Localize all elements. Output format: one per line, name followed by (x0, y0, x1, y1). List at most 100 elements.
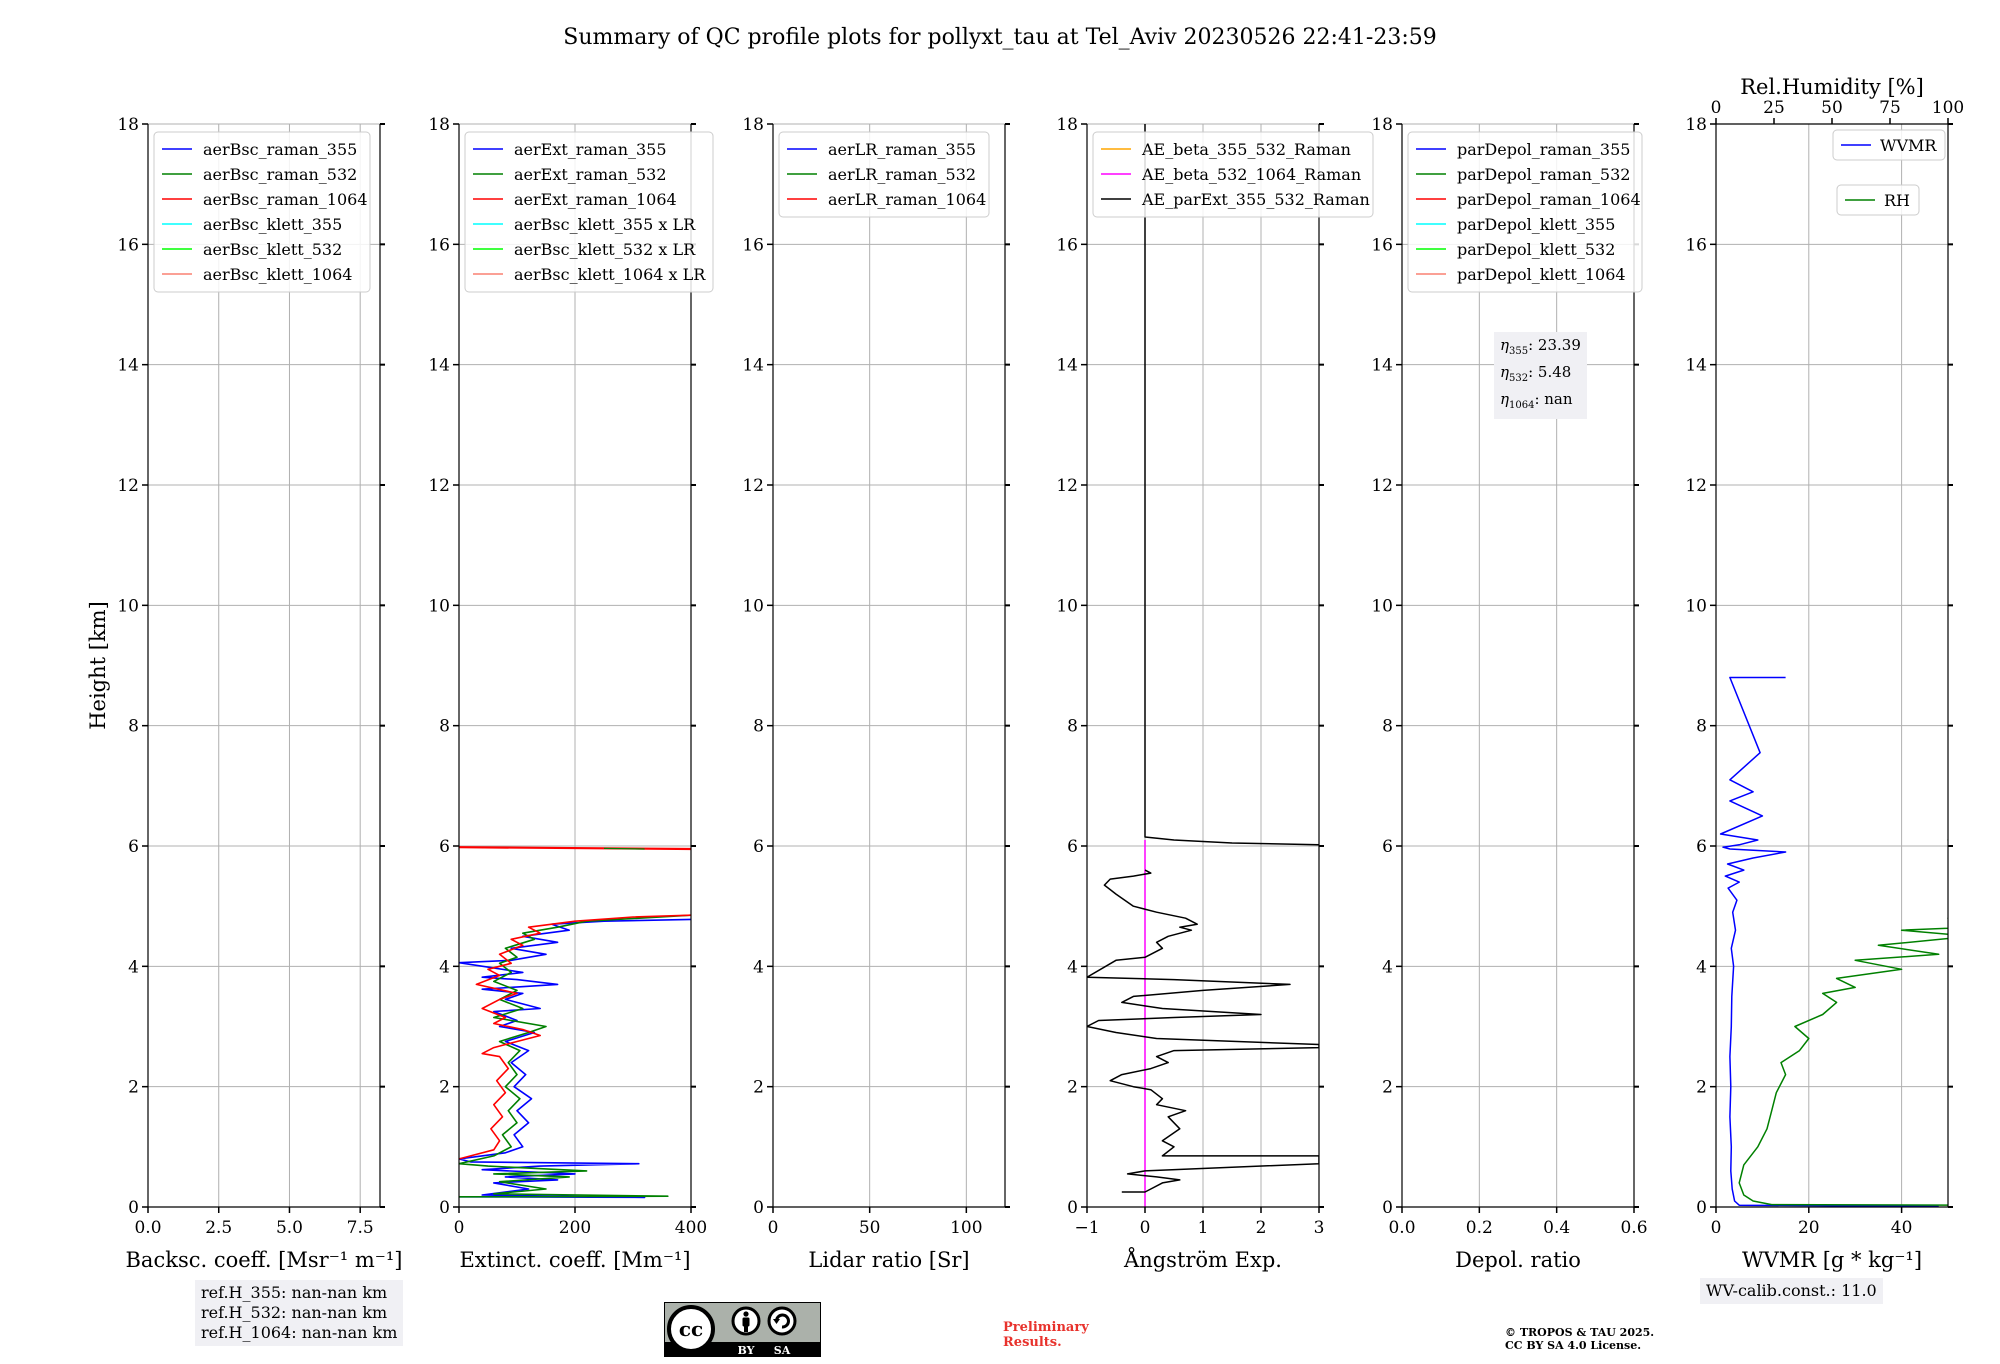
panel-extinction: 0 2 4 6 8 10 12 14 16 18 0 200 400 Extinct. coeff. [M… (428, 115, 714, 1272)
legend-label: parDepol_klett_355 (1457, 215, 1615, 234)
x-tick-label: 5.0 (276, 1218, 303, 1238)
y-tick-label: 8 (1696, 717, 1707, 737)
series-line-aerExt-raman-532 (459, 914, 691, 1198)
y-tick-label: 0 (1382, 1198, 1393, 1218)
legend-label: aerLR_raman_532 (828, 165, 976, 184)
series-line-RH (1738, 839, 1948, 1206)
cc-label: cc (679, 1317, 703, 1341)
copyright-note: © TROPOS & TAU 2025. CC BY SA 4.0 Licens… (1505, 1326, 1654, 1352)
y-tick-label: 16 (428, 235, 450, 255)
by-label: BY (738, 1344, 755, 1357)
x-tick-label: 2.5 (205, 1218, 232, 1238)
x-axis-label: Ångström Exp. (1123, 1247, 1282, 1272)
y-tick-label: 10 (428, 596, 450, 616)
y-tick-label: 4 (1696, 957, 1707, 977)
eta-355-value: : 23.39 (1528, 336, 1581, 354)
x-axis-label: Depol. ratio (1455, 1248, 1581, 1272)
x-tick-label: 1 (1198, 1218, 1209, 1238)
y-tick-label: 14 (428, 356, 450, 376)
legend-box (1407, 131, 1643, 293)
eta-1064: η1064: nan (1500, 390, 1573, 411)
legend-box (464, 131, 714, 293)
panel-depol: 0 2 4 6 8 10 12 14 16 18 0.0 0.2 0.4 0.6 Depol. ratio p… (1371, 115, 1647, 1272)
x-tick-label: 0.4 (1543, 1218, 1570, 1238)
top-axis-label: Rel.Humidity [%] (1740, 75, 1924, 99)
legend-label: parDepol_raman_532 (1457, 165, 1630, 184)
y-tick-label: 8 (439, 717, 450, 737)
x-tick-label: 2 (1256, 1218, 1267, 1238)
y-tick-label: 10 (117, 596, 139, 616)
x-tick-label: 0 (768, 1218, 779, 1238)
x-tick-label: 20 (1798, 1218, 1820, 1238)
cc-circle-icon (667, 1305, 715, 1353)
x-tick-label: 0 (454, 1218, 465, 1238)
y-tick-label: 16 (1371, 235, 1393, 255)
legend-label: aerBsc_klett_355 (203, 215, 342, 234)
copyright-line-2: CC BY SA 4.0 License. (1505, 1339, 1642, 1352)
x-tick-label: 3 (1314, 1218, 1325, 1238)
top-x-tick-label: 0 (1711, 98, 1722, 118)
cc-by-sa-logo: cc BY SA (664, 1302, 821, 1357)
legend-label: aerExt_raman_355 (514, 140, 667, 159)
panel-backscatter: 0 2 4 6 8 10 12 14 16 18 0.0 2.5 5.0 7.5 Backsc. coeff… (86, 115, 402, 1272)
series-line-aerExt-raman-1064-top (459, 846, 691, 851)
y-tick-label: 10 (1056, 596, 1078, 616)
y-tick-label: 18 (428, 115, 450, 135)
y-tick-label: 0 (439, 1198, 450, 1218)
panel-lidar_ratio: 0 2 4 6 8 10 12 14 16 18 0 50 100 Lidar ratio [Sr] aer… (742, 115, 1010, 1272)
series-line-aerExt-raman-355 (459, 918, 691, 1199)
preliminary-line-1: Preliminary (1003, 1320, 1089, 1335)
eta-355: η355: 23.39 (1500, 336, 1581, 357)
y-tick-label: 6 (1382, 837, 1393, 857)
top-x-tick-label: 75 (1879, 98, 1901, 118)
y-tick-label: 0 (1067, 1198, 1078, 1218)
eta-1064-value: : nan (1534, 390, 1573, 408)
y-tick-label: 8 (1067, 717, 1078, 737)
ref-h-355: ref.H_355: nan-nan km (201, 1283, 388, 1302)
y-tick-label: 6 (439, 837, 450, 857)
legend-label: aerLR_raman_355 (828, 140, 976, 159)
y-tick-label: 10 (1371, 596, 1393, 616)
x-tick-label: 0 (1140, 1218, 1151, 1238)
eta-532-sub: 532 (1509, 373, 1529, 384)
x-tick-label: 0.2 (1466, 1218, 1493, 1238)
y-tick-label: 18 (1371, 115, 1393, 135)
y-tick-label: 8 (128, 717, 139, 737)
series-group (1087, 124, 1319, 1207)
x-tick-label: 50 (859, 1218, 881, 1238)
y-tick-label: 16 (742, 235, 764, 255)
series-line-WVMR (1719, 676, 1939, 1207)
legend-label: aerExt_raman_1064 (514, 190, 677, 209)
y-tick-label: 16 (1685, 235, 1707, 255)
y-tick-label: 0 (753, 1198, 764, 1218)
y-tick-label: 12 (1056, 476, 1078, 496)
series-line-AE-parExt-355-532-Raman-upper (1144, 124, 1319, 846)
legend-label: AE_beta_355_532_Raman (1141, 140, 1351, 159)
y-tick-label: 18 (742, 115, 764, 135)
x-tick-label: 7.5 (347, 1218, 374, 1238)
eta-532-value: : 5.48 (1528, 363, 1572, 381)
ref-h-532: ref.H_532: nan-nan km (201, 1303, 388, 1322)
legend-box (1092, 131, 1374, 218)
y-tick-label: 6 (1696, 837, 1707, 857)
x-tick-label: 0.0 (1388, 1218, 1415, 1238)
y-tick-label: 18 (117, 115, 139, 135)
eta-1064-sub: 1064 (1509, 400, 1535, 411)
legend-label: AE_parExt_355_532_Raman (1141, 190, 1370, 209)
x-tick-label: 0 (1711, 1218, 1722, 1238)
legend-label: aerBsc_klett_1064 (203, 265, 352, 284)
x-axis-label: WVMR [g * kg⁻¹] (1742, 1248, 1922, 1272)
y-tick-label: 2 (1067, 1078, 1078, 1098)
y-tick-label: 14 (117, 356, 139, 376)
y-tick-label: 8 (753, 717, 764, 737)
series-group (459, 846, 691, 1199)
y-tick-label: 16 (1056, 235, 1078, 255)
y-tick-label: 14 (1685, 356, 1707, 376)
x-tick-label: 40 (1891, 1218, 1913, 1238)
y-tick-label: 12 (1371, 476, 1393, 496)
reference-height-note: ref.H_355: nan-nan km ref.H_532: nan-nan… (195, 1280, 404, 1346)
y-tick-label: 16 (117, 235, 139, 255)
y-tick-label: 4 (753, 957, 764, 977)
